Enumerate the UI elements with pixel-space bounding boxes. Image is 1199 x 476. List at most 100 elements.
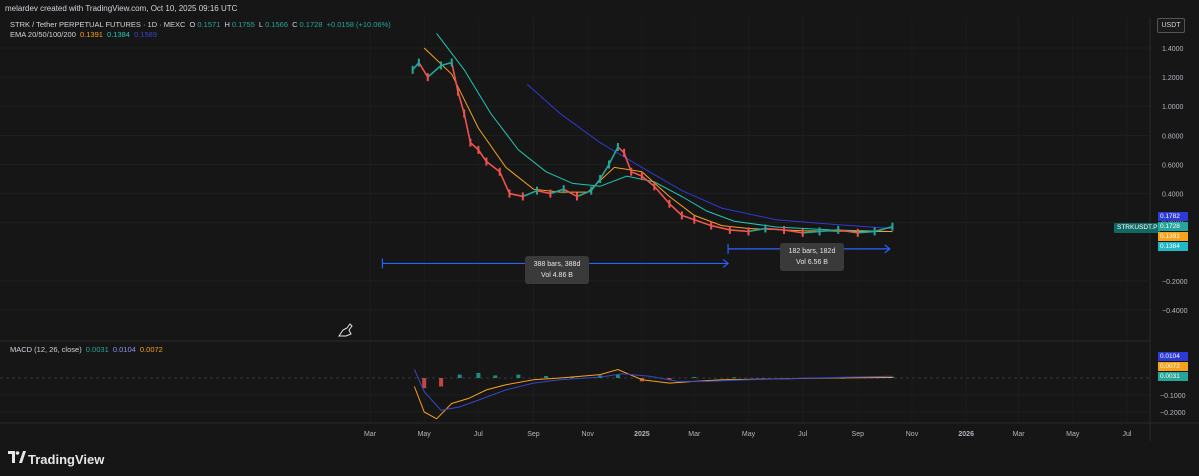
- measurement-bars: 388 bars, 388d: [533, 261, 581, 268]
- brand-name[interactable]: TradingView: [28, 452, 105, 467]
- ema100-value: 0.1589: [134, 30, 158, 39]
- price-segment: [819, 229, 839, 233]
- attribution-bar: melardev created with TradingView.com, O…: [0, 0, 1199, 17]
- symbol-title[interactable]: STRK / Tether PERPETUAL FUTURES · 1D · M…: [10, 20, 186, 29]
- open-value: 0.1571: [197, 20, 221, 29]
- ticker-label: STRKUSDT.P: [1114, 223, 1161, 233]
- price-candle: [783, 225, 786, 234]
- footer: TradingView: [0, 441, 1199, 476]
- price-tick-label: 0.8000: [1162, 133, 1184, 140]
- ema-label: EMA 20/50/100/200: [10, 30, 76, 39]
- price-segment: [653, 185, 671, 205]
- price-candle: [728, 225, 731, 234]
- price-tick-label: 1.4000: [1162, 46, 1184, 53]
- cursor-icon: [338, 323, 353, 337]
- macd-bar: [493, 375, 498, 378]
- price-segment: [783, 229, 803, 234]
- ruler-arrow-icon: [722, 258, 730, 268]
- time-tick-label: Mar: [1013, 431, 1026, 438]
- high-label: H: [224, 20, 230, 29]
- price-candle: [590, 186, 593, 195]
- low-label: L: [258, 20, 264, 29]
- time-tick-label: May: [418, 431, 432, 438]
- price-candle: [469, 138, 472, 147]
- price-candle: [747, 227, 750, 236]
- price-candle: [440, 61, 443, 70]
- price-segment: [874, 225, 893, 233]
- price-candle: [599, 175, 602, 183]
- price-segment: [617, 146, 625, 154]
- price-segment: [641, 175, 655, 187]
- price-segment: [427, 64, 442, 78]
- price-candle: [764, 224, 767, 233]
- price-segment: [418, 62, 429, 78]
- macd-bar: [692, 376, 697, 378]
- price-series: [411, 58, 894, 237]
- price-candle: [485, 157, 488, 166]
- ema100-path: [526, 84, 893, 230]
- time-tick-label: Jul: [1123, 431, 1132, 438]
- macd-bar: [476, 372, 481, 378]
- macd-bar: [439, 378, 444, 387]
- signal-value: 0.0104: [112, 345, 136, 354]
- time-tick-label: 2025: [634, 431, 650, 438]
- price-tick-label: −0.2000: [1162, 279, 1188, 286]
- measurement-tooltip-1: 388 bars, 388d Vol 4.86 B: [525, 256, 589, 284]
- change-value: +0.0158 (+10.06%): [326, 20, 391, 29]
- tradingview-logo-icon[interactable]: [8, 450, 26, 464]
- ema50-line: [436, 33, 893, 233]
- macd-tag: 0.0072: [1158, 362, 1188, 371]
- price-segment: [590, 178, 601, 192]
- price-segment: [623, 152, 632, 173]
- price-segment: [563, 188, 578, 198]
- price-segment: [522, 189, 538, 198]
- price-segment: [729, 229, 749, 233]
- price-candle: [521, 192, 524, 201]
- price-segment: [450, 62, 459, 92]
- price-candle: [710, 221, 713, 230]
- price-segment: [457, 91, 465, 114]
- low-value: 0.1566: [265, 20, 289, 29]
- ruler-arrow-icon: [884, 244, 891, 254]
- price-candle: [668, 199, 671, 208]
- ema50-value: 0.1384: [107, 30, 130, 39]
- price-candle: [536, 186, 539, 195]
- time-tick-label: Nov: [581, 431, 594, 438]
- price-segment: [412, 62, 420, 71]
- price-segment: [469, 142, 479, 151]
- price-candle: [801, 228, 804, 237]
- attribution-text: melardev created with TradingView.com, O…: [5, 4, 238, 13]
- price-candle: [417, 58, 420, 67]
- macd-legend[interactable]: MACD (12, 26, close) 0.0031 0.0104 0.007…: [10, 345, 165, 354]
- macd-signal-line: [413, 369, 893, 411]
- price-segment: [765, 227, 785, 231]
- time-tick-label: Sep: [852, 431, 865, 438]
- price-tick-label: −0.4000: [1162, 308, 1188, 315]
- price-candle: [456, 87, 459, 96]
- price-segment: [748, 227, 766, 233]
- ema50-path: [436, 33, 893, 233]
- price-segment: [681, 214, 695, 221]
- ema100-line: [526, 84, 893, 230]
- ema-legend[interactable]: EMA 20/50/100/200 0.1391 0.1384 0.1589: [10, 30, 159, 39]
- currency-button[interactable]: USDT: [1157, 18, 1185, 33]
- price-candle: [576, 192, 579, 201]
- measurement-tooltip-2: 182 bars, 182d Vol 6.56 B: [780, 243, 844, 271]
- price-candle: [630, 167, 633, 176]
- time-tick-label: Nov: [906, 431, 919, 438]
- price-segment: [576, 189, 592, 198]
- macd-label: MACD (12, 26, close): [10, 345, 82, 354]
- time-tick-label: May: [1066, 431, 1080, 438]
- price-segment: [477, 149, 488, 162]
- macd-bar: [615, 374, 620, 378]
- price-tick-label: 0.6000: [1162, 162, 1184, 169]
- macd-bar: [890, 376, 895, 378]
- price-segment: [509, 192, 523, 198]
- price-tick-label: 0.4000: [1162, 192, 1184, 199]
- time-tick-label: Mar: [688, 431, 701, 438]
- price-candle: [891, 222, 894, 231]
- price-tick-label: 1.2000: [1162, 75, 1184, 82]
- measurement-vol: Vol 4.86 B: [541, 272, 573, 279]
- price-segment: [857, 230, 875, 234]
